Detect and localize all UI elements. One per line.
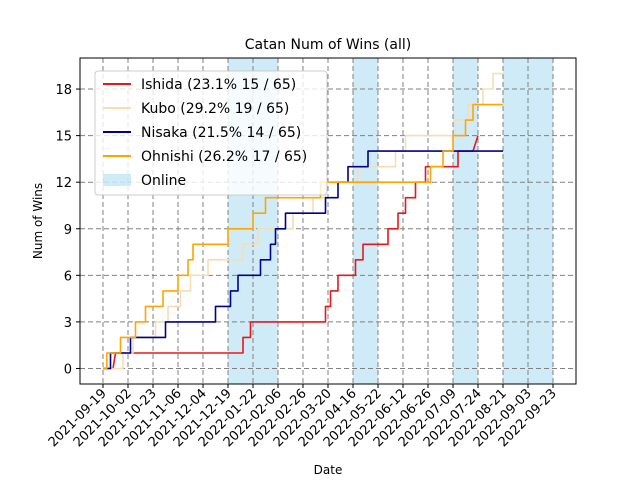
y-tick-label: 18 <box>55 83 72 98</box>
online-band <box>353 58 378 384</box>
y-tick-label: 0 <box>64 362 72 377</box>
legend-label: Kubo (29.2% 19 / 65) <box>141 101 289 117</box>
y-axis-title: Num of Wins <box>31 183 45 259</box>
y-tick-label: 15 <box>55 130 72 145</box>
series-lines <box>103 72 503 370</box>
legend-label: Nisaka (21.5% 14 / 65) <box>141 125 301 141</box>
y-axis: 0 3 6 9 12 15 18 <box>55 83 80 377</box>
y-tick-label: 3 <box>64 316 72 331</box>
y-tick-label: 9 <box>64 223 72 238</box>
online-band <box>453 58 478 384</box>
y-tick-label: 6 <box>64 269 72 284</box>
legend-label: Ohnishi (26.2% 17 / 65) <box>141 149 307 165</box>
series-line <box>103 72 503 370</box>
chart-title: Catan Num of Wins (all) <box>245 37 411 53</box>
legend-label: Ishida (23.1% 15 / 65) <box>141 77 296 93</box>
legend-box <box>94 70 328 196</box>
x-axis-title: Date <box>314 463 343 477</box>
legend: Ishida (23.1% 15 / 65) Kubo (29.2% 19 / 6… <box>94 70 328 196</box>
legend-swatch <box>103 174 131 186</box>
series-line <box>103 103 503 370</box>
legend-label: Online <box>141 173 186 189</box>
y-tick-label: 12 <box>55 176 72 191</box>
